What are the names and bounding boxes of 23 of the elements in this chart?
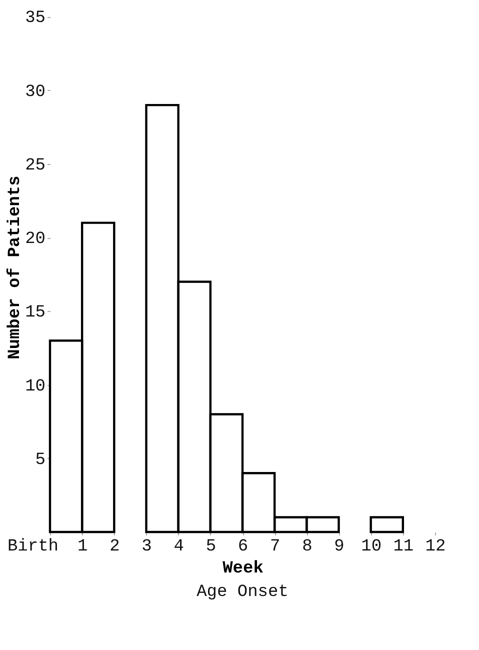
x-tick-label: 11: [393, 538, 414, 556]
y-tick-label: 10: [25, 377, 46, 396]
y-tick-label: 15: [25, 304, 46, 323]
x-tick-label: 6: [238, 538, 248, 556]
y-tick-label: 5: [35, 450, 46, 470]
x-tick-label: 10: [361, 538, 382, 556]
x-tick-label: 7: [270, 538, 280, 556]
x-axis-title: Week: [222, 560, 264, 578]
y-tick-label: 20: [25, 230, 46, 250]
x-tick-label: 2: [110, 538, 120, 556]
x-tick-label: 5: [206, 538, 216, 556]
x-tick-label: 4: [174, 538, 184, 556]
x-tick-label: Birth: [7, 538, 58, 556]
x-tick-label: 8: [302, 538, 312, 556]
text: Age Onset: [196, 583, 288, 602]
y-tick-label: 25: [25, 156, 46, 176]
x-tick-label: 9: [334, 538, 344, 556]
x-tick-label: 1: [77, 538, 88, 556]
y-tick-label: 35: [25, 9, 46, 28]
x-tick-label: 3: [142, 538, 152, 556]
x-tick-label: 12: [425, 538, 446, 556]
y-tick-label: 30: [25, 82, 46, 102]
y-axis-title: Number of Patients: [6, 176, 26, 360]
